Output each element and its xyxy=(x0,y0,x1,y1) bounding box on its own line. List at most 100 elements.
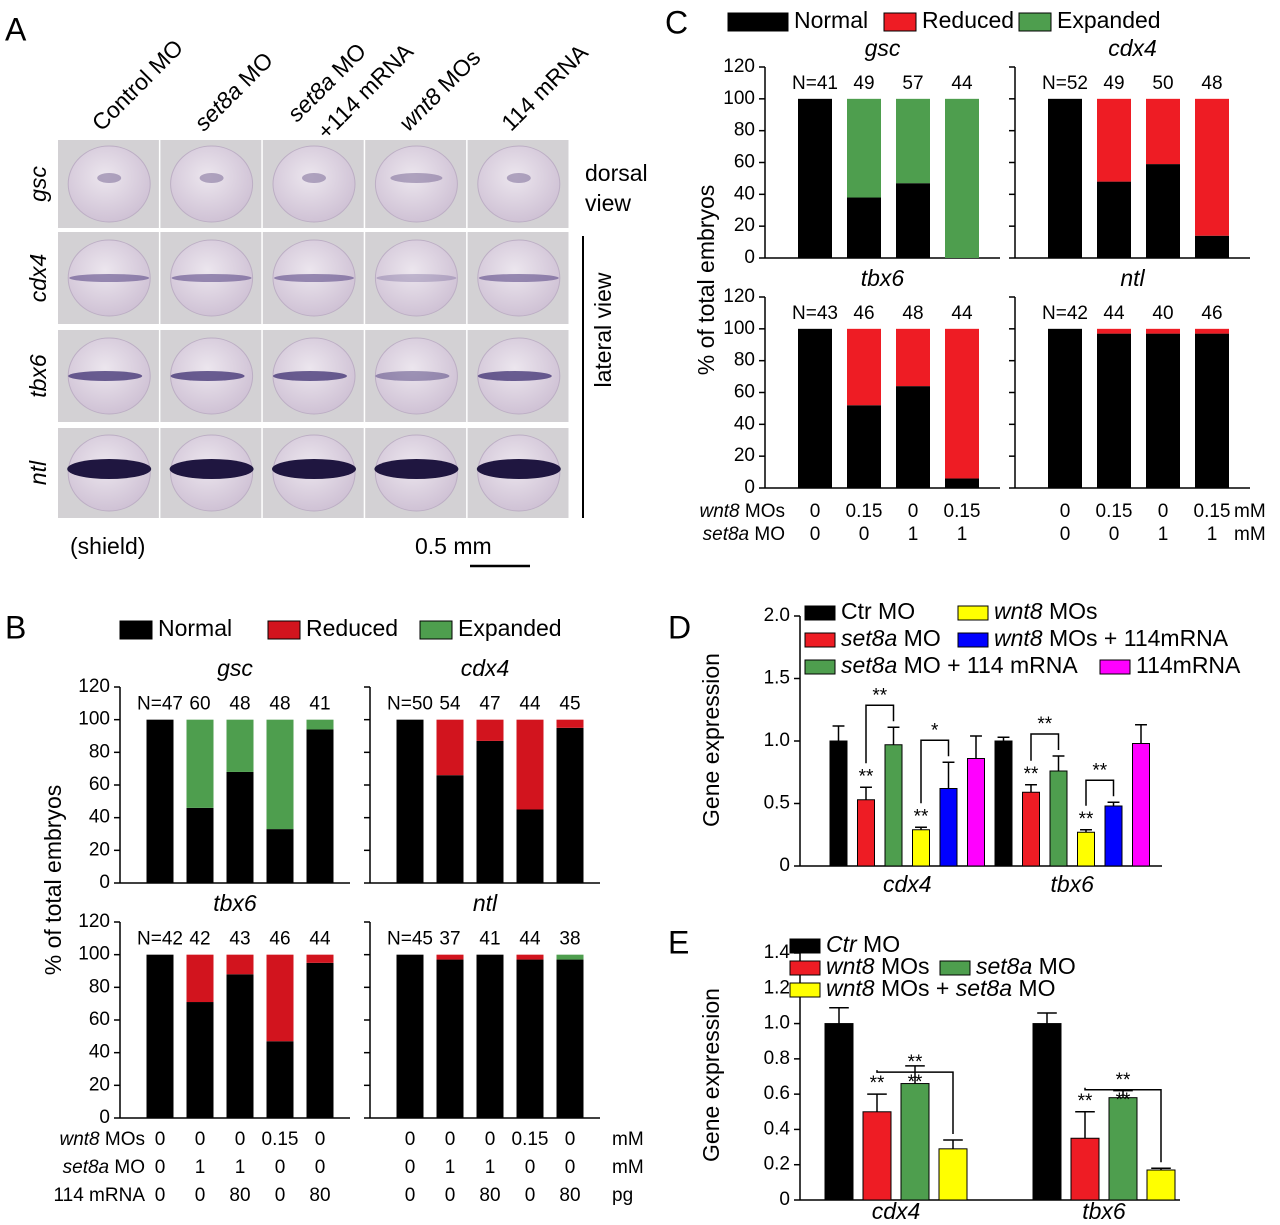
y-tick-label: 40 xyxy=(734,413,755,434)
condition-value: 0.15 xyxy=(262,1129,299,1150)
staining xyxy=(170,371,245,381)
bar xyxy=(1077,831,1095,867)
x-tick-label: tbx6 xyxy=(1082,1198,1126,1224)
n-label: 47 xyxy=(479,694,500,715)
staining xyxy=(171,274,252,282)
n-label: 57 xyxy=(902,73,923,94)
condition-value: 0 xyxy=(908,501,919,522)
row-label: cdx4 xyxy=(25,254,51,303)
bracket-label: ** xyxy=(872,685,887,706)
legend-swatch xyxy=(939,960,971,976)
bar-segment xyxy=(896,386,930,488)
y-tick-label: 40 xyxy=(89,1042,110,1063)
bar xyxy=(939,788,958,867)
y-tick-label: 0 xyxy=(744,247,755,268)
subplot-title: ntl xyxy=(1120,265,1145,291)
condition-value: 0 xyxy=(525,1185,536,1206)
condition-value: 80 xyxy=(309,1185,330,1206)
text-part: MOs xyxy=(428,44,485,101)
bar-segment xyxy=(186,1002,214,1118)
staining xyxy=(390,173,443,183)
condition-value: 0 xyxy=(195,1129,206,1150)
staining xyxy=(374,459,459,479)
panel-label: B xyxy=(5,609,26,645)
bar-segment xyxy=(1048,98,1082,258)
y-tick-label: 0.8 xyxy=(764,1048,790,1069)
bracket-label: * xyxy=(931,720,939,741)
y-tick-label: 100 xyxy=(723,318,755,339)
text-part: Control MO xyxy=(87,34,189,136)
bar-segment xyxy=(306,719,334,730)
bar-segment xyxy=(516,954,544,960)
text-part: 114 mRNA xyxy=(53,1185,145,1206)
text-part: Ctr MO xyxy=(841,598,915,624)
bar-segment xyxy=(476,740,504,883)
condition-value: 80 xyxy=(229,1185,250,1206)
bar-segment xyxy=(436,959,464,1118)
bar-segment xyxy=(798,328,832,488)
legend-swatch xyxy=(1018,12,1052,32)
y-tick-label: 1.0 xyxy=(764,730,790,751)
staining xyxy=(69,274,150,282)
staining xyxy=(376,274,457,282)
y-tick-label: 100 xyxy=(723,88,755,109)
bar xyxy=(1132,743,1150,867)
row-label: gsc xyxy=(25,166,51,202)
bar-segment xyxy=(896,328,930,387)
condition-value: 0 xyxy=(565,1129,576,1150)
staining xyxy=(273,371,347,381)
text-part: wnt8 xyxy=(826,975,875,1001)
condition-value: 1 xyxy=(908,524,919,545)
bar-segment xyxy=(1097,98,1131,182)
text-part: MOs xyxy=(875,953,930,979)
legend-swatch xyxy=(419,620,453,640)
condition-value: 0 xyxy=(1060,524,1071,545)
bar-segment xyxy=(1146,164,1180,258)
legend-label: Expanded xyxy=(458,615,562,641)
condition-value: 1 xyxy=(195,1157,206,1178)
significance: ** xyxy=(1079,809,1094,830)
embryo xyxy=(170,145,254,223)
bar-segment xyxy=(1195,98,1229,236)
bracket xyxy=(920,739,950,804)
text-part: MO xyxy=(749,524,785,545)
text-part: Ctr xyxy=(826,931,858,957)
legend-label: set8a MO + 114 mRNA xyxy=(841,652,1078,678)
n-label: N=41 xyxy=(792,73,838,94)
bar-segment xyxy=(306,729,334,883)
significance: ** xyxy=(870,1073,885,1094)
n-label: 60 xyxy=(189,694,210,715)
bar xyxy=(1108,1097,1138,1201)
y-tick-label: 1.4 xyxy=(764,942,791,963)
bar-segment xyxy=(1097,328,1131,334)
bar-segment xyxy=(1146,333,1180,488)
bar-segment xyxy=(1048,328,1082,488)
y-tick-label: 120 xyxy=(78,911,110,932)
bar-segment xyxy=(476,954,504,1118)
y-tick-label: 0.6 xyxy=(764,1083,790,1104)
n-label: N=47 xyxy=(137,694,183,715)
bracket xyxy=(1030,733,1060,761)
y-tick-label: 120 xyxy=(723,56,755,77)
condition-name: set8a MO xyxy=(703,524,785,545)
n-label: 48 xyxy=(1201,73,1222,94)
staining xyxy=(302,173,326,183)
bar xyxy=(829,740,848,867)
text-part: MO xyxy=(109,1157,145,1178)
y-tick-label: 0 xyxy=(779,1189,790,1210)
text-part: set8a xyxy=(956,975,1012,1001)
bar xyxy=(994,740,1013,867)
condition-value: 0 xyxy=(485,1129,496,1150)
staining xyxy=(199,173,224,183)
embryo xyxy=(374,337,458,415)
condition-value: 0.15 xyxy=(1096,501,1133,522)
row-label: tbx6 xyxy=(25,354,51,398)
bar-segment xyxy=(266,1041,294,1118)
bar xyxy=(1070,1137,1100,1201)
bar xyxy=(1022,791,1040,867)
subplot-title: cdx4 xyxy=(461,655,510,681)
bar-segment xyxy=(226,771,254,883)
text-part: wnt8 xyxy=(699,501,740,522)
embryo xyxy=(477,145,561,223)
n-label: 43 xyxy=(229,929,250,950)
